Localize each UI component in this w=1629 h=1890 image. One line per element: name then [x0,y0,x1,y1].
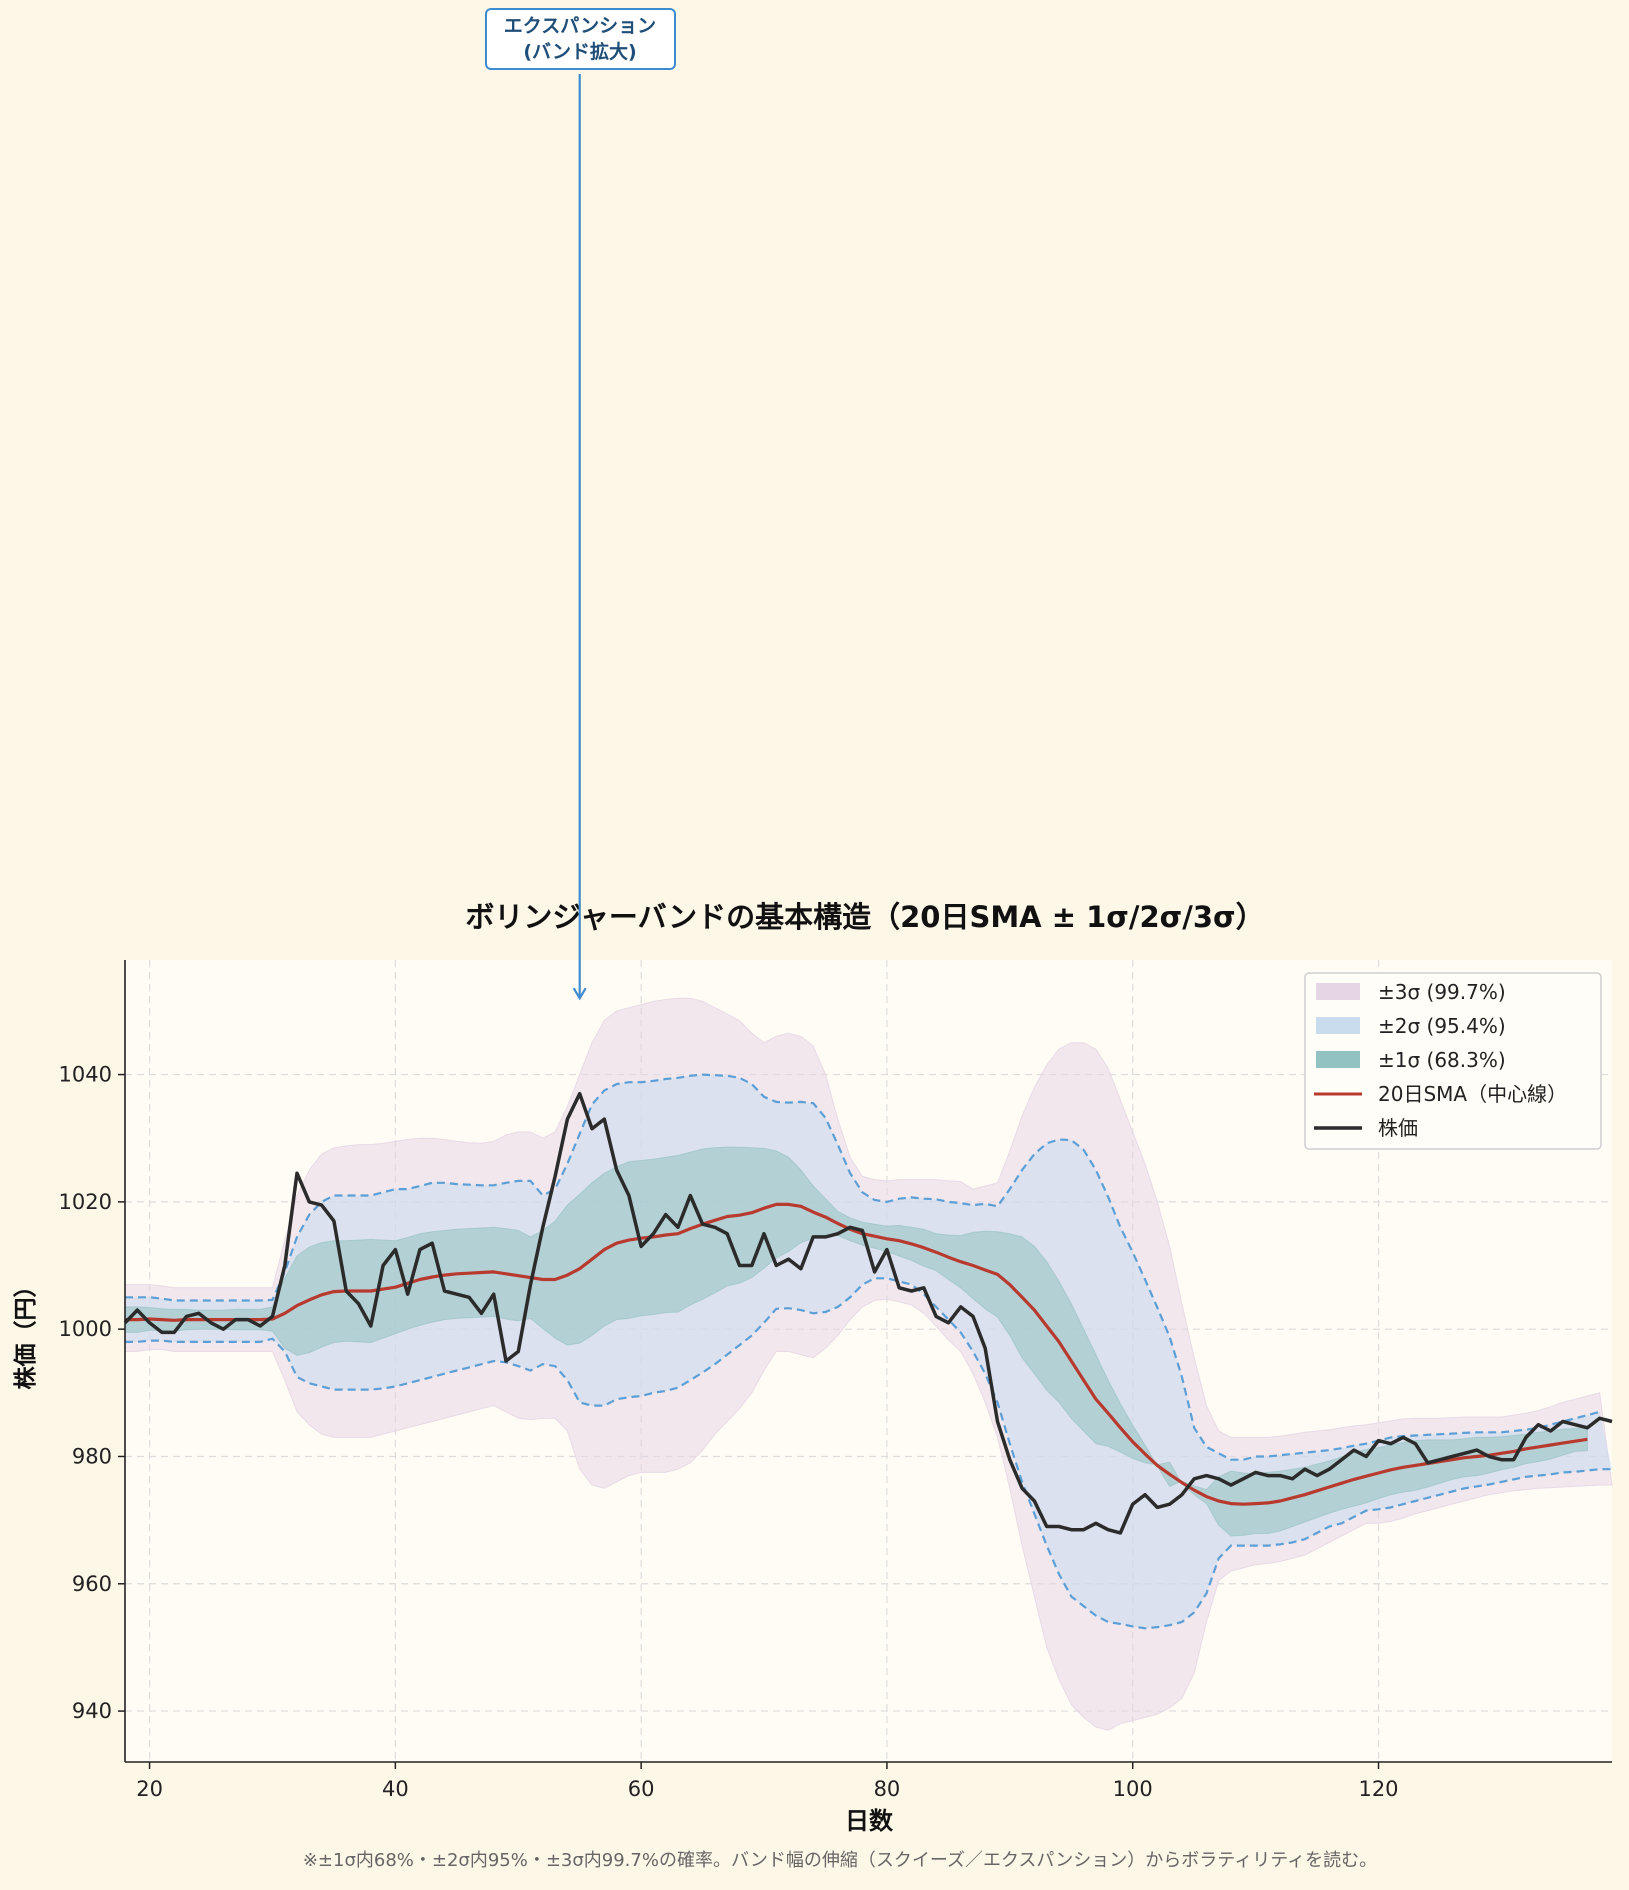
x-tick-label: 100 [1113,1777,1153,1801]
y-tick-label: 960 [72,1572,112,1596]
sma-line [125,1202,1588,1506]
y-axis-label: 株価（円） [12,1275,39,1390]
legend-label-sigma1: ±1σ (68.3%) [1378,1048,1506,1072]
annotation-text-line2: (バンド拡大) [523,40,636,63]
chart-title: ボリンジャーバンドの基本構造（20日SMA ± 1σ/2σ/3σ） [465,900,1264,934]
legend-label-price: 株価 [1378,1116,1418,1140]
x-axis-ticks: 20 40 60 80 100 120 [136,1762,1399,1801]
x-tick-label: 60 [628,1777,655,1801]
legend-label-sma: 20日SMA（中心線） [1378,1082,1567,1106]
legend-swatch-sigma3 [1316,983,1360,1000]
y-tick-label: 1000 [59,1317,112,1341]
legend-swatch-sigma2 [1316,1017,1360,1034]
y-axis-ticks: 940 960 980 1000 1020 1040 [59,1063,125,1723]
x-tick-label: 80 [874,1777,901,1801]
x-tick-label: 40 [382,1777,409,1801]
annotation-arrowhead [572,987,587,1001]
x-axis-label: 日数 [845,1807,894,1835]
y-tick-label: 1040 [59,1063,112,1087]
sigma3-band-area [124,997,1613,1731]
legend: ±3σ (99.7%) ±2σ (95.4%) ±1σ (68.3%) 20日S… [1304,972,1602,1150]
footnote: ※±1σ内68%・±2σ内95%・±3σ内99.7%の確率。バンド幅の伸縮（スク… [303,1850,1377,1871]
upper-2sigma-line [125,1073,1600,1461]
legend-box [1304,972,1602,1150]
y-tick-label: 980 [72,1444,112,1468]
legend-label-sigma3: ±3σ (99.7%) [1378,980,1506,1004]
legend-label-sigma2: ±2σ (95.4%) [1378,1014,1506,1038]
annotation-text-line1: エクスパンション [504,15,656,37]
y-tick-label: 940 [72,1699,112,1723]
legend-swatch-sigma1 [1316,1051,1360,1068]
expansion-annotation: エクスパンション (バンド拡大) [485,8,676,1001]
y-tick-label: 1020 [59,1190,112,1214]
x-tick-label: 120 [1358,1777,1398,1801]
lower-2sigma-line [125,1277,1612,1630]
annotation-box [485,8,676,70]
x-tick-label: 20 [136,1777,163,1801]
price-line [123,1091,1613,1535]
